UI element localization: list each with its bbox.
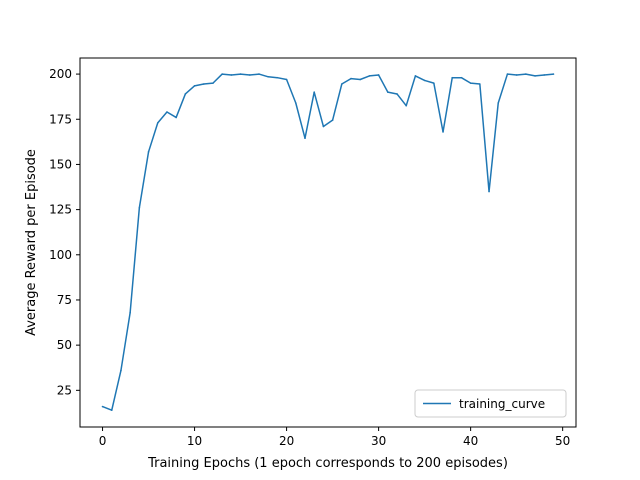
data-point bbox=[525, 73, 527, 75]
x-tick-label: 10 bbox=[187, 434, 202, 448]
y-tick-label: 75 bbox=[57, 293, 72, 307]
data-point bbox=[506, 73, 509, 75]
data-point bbox=[276, 76, 279, 79]
data-point bbox=[331, 119, 334, 121]
data-point bbox=[433, 82, 435, 84]
data-point bbox=[442, 131, 444, 133]
data-point bbox=[147, 150, 150, 153]
data-point bbox=[285, 78, 288, 81]
data-point bbox=[387, 91, 389, 93]
data-point bbox=[175, 116, 177, 119]
data-point bbox=[414, 75, 417, 77]
data-point bbox=[156, 122, 159, 124]
data-point bbox=[166, 111, 168, 113]
data-point bbox=[322, 125, 325, 128]
data-point bbox=[488, 190, 490, 193]
x-tick-label: 20 bbox=[279, 434, 294, 448]
x-axis-label: Training Epochs (1 epoch corresponds to … bbox=[147, 456, 508, 471]
data-point bbox=[543, 74, 546, 76]
x-tick-label: 40 bbox=[463, 434, 478, 448]
data-point bbox=[313, 91, 315, 93]
data-point bbox=[294, 102, 297, 104]
y-tick-label: 100 bbox=[49, 248, 72, 262]
legend-box bbox=[414, 389, 567, 418]
data-point bbox=[552, 73, 555, 75]
data-point bbox=[479, 83, 481, 85]
data-point bbox=[423, 79, 426, 82]
data-point bbox=[138, 207, 141, 209]
data-point bbox=[267, 75, 269, 78]
x-axis: 0 10 20 30 40 50 bbox=[99, 427, 570, 448]
y-tick-label: 150 bbox=[49, 157, 72, 171]
data-point bbox=[304, 137, 306, 140]
series-line-training_curve bbox=[102, 73, 554, 411]
legend: training_curve bbox=[414, 389, 567, 418]
y-tick-label: 175 bbox=[49, 112, 72, 126]
data-point bbox=[515, 74, 518, 76]
y-tick-label: 125 bbox=[49, 203, 72, 217]
data-point bbox=[101, 405, 104, 408]
legend-label: training_curve bbox=[459, 397, 545, 411]
x-tick-label: 0 bbox=[99, 434, 107, 448]
data-point bbox=[230, 74, 233, 76]
data-point bbox=[405, 104, 408, 107]
data-point bbox=[350, 77, 352, 80]
data-point bbox=[193, 85, 196, 87]
data-point bbox=[129, 311, 131, 314]
data-point bbox=[469, 82, 472, 84]
plot-area bbox=[101, 73, 555, 411]
data-point bbox=[359, 78, 362, 81]
data-point bbox=[120, 369, 122, 372]
y-tick-label: 200 bbox=[49, 67, 72, 81]
x-tick-label: 30 bbox=[371, 434, 386, 448]
x-tick-label: 50 bbox=[555, 434, 570, 448]
data-point bbox=[534, 75, 536, 77]
y-tick-label: 50 bbox=[57, 338, 72, 352]
data-point bbox=[368, 75, 371, 77]
data-point bbox=[221, 73, 223, 75]
data-point bbox=[184, 93, 187, 95]
data-point bbox=[248, 74, 251, 76]
data-point bbox=[396, 93, 398, 95]
data-point bbox=[497, 102, 500, 104]
data-point bbox=[341, 83, 343, 85]
data-point bbox=[212, 82, 214, 84]
y-tick-label: 25 bbox=[57, 383, 72, 397]
data-point bbox=[202, 83, 205, 85]
y-axis: 25 50 75 100 125 150 175 200 bbox=[49, 67, 80, 397]
data-point bbox=[258, 73, 260, 75]
data-point bbox=[110, 409, 113, 411]
data-point bbox=[460, 76, 463, 79]
axes-frame bbox=[79, 57, 577, 428]
data-point bbox=[377, 74, 380, 76]
y-axis-label: Average Reward per Episode bbox=[24, 149, 39, 336]
data-point bbox=[451, 76, 454, 79]
data-point bbox=[239, 73, 242, 75]
